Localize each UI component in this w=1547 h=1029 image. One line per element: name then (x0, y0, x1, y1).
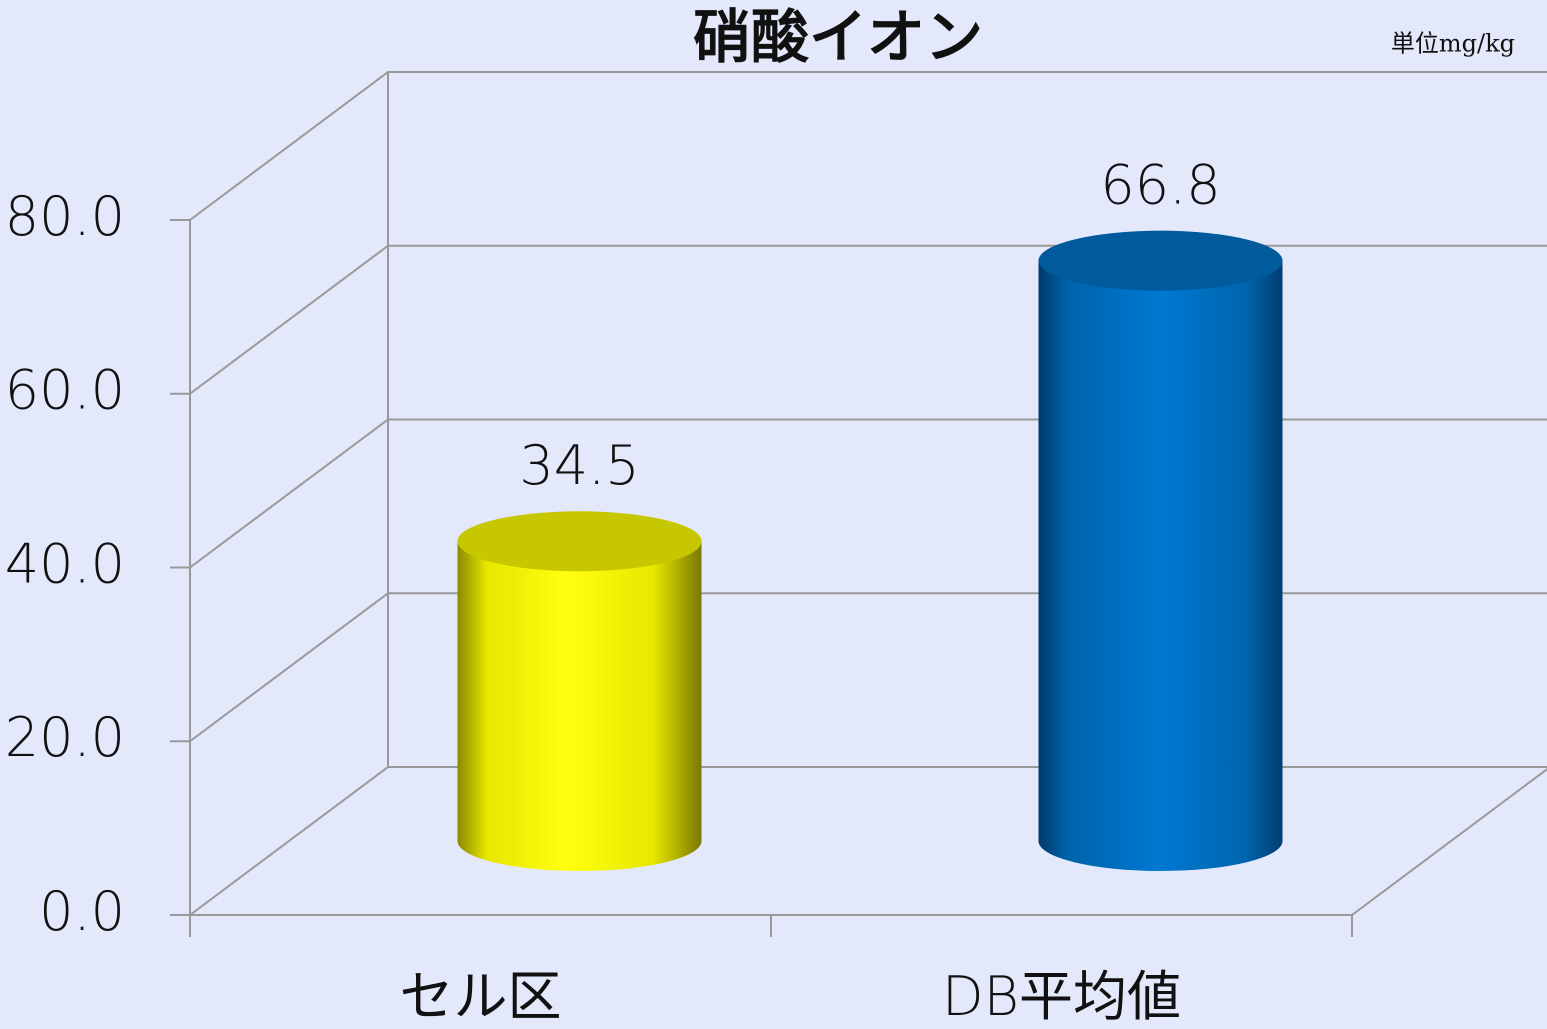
cylinder-body (457, 541, 702, 871)
y-tick-label: 80.0 (5, 185, 125, 248)
y-tick-label: 40.0 (5, 532, 125, 595)
grid-line (189, 71, 1547, 221)
y-tick-label: 0.0 (39, 880, 125, 943)
x-tick-label: DB平均値 (942, 965, 1181, 1028)
floor-edge (190, 767, 1547, 916)
chart-title: 硝酸イオン (693, 3, 983, 71)
grid-line (189, 244, 1547, 395)
y-tick-label: 20.0 (5, 706, 125, 769)
unit-note: 単位mg/kg (1391, 30, 1515, 58)
cylinder-top (457, 511, 702, 572)
y-tick-label: 60.0 (5, 359, 125, 422)
value-label: 66.8 (1100, 153, 1220, 216)
grid-line (189, 766, 1547, 916)
grid-line (189, 592, 1547, 743)
x-tick-label: セル区 (400, 965, 562, 1028)
grid-line (189, 418, 1547, 569)
cylinder-top (1038, 230, 1283, 291)
bar (1038, 230, 1283, 872)
value-label: 34.5 (519, 434, 639, 497)
cylinder-body (1038, 260, 1283, 872)
bar (457, 511, 702, 871)
